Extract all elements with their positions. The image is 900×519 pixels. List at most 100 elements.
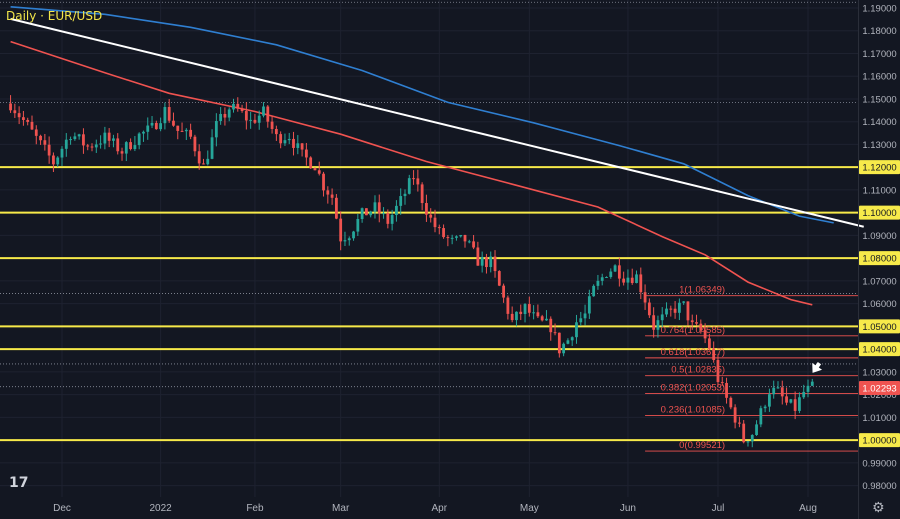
candle-body <box>467 241 471 243</box>
candle-body <box>159 123 163 130</box>
candle-body <box>665 308 668 315</box>
candle-body <box>587 296 591 314</box>
price-tick-label: 1.16000 <box>862 72 896 83</box>
fib-label: 0.764(1.04585) <box>661 325 725 336</box>
ma-fast-line <box>10 40 813 306</box>
candle-body <box>90 146 94 148</box>
candle-body <box>369 211 373 216</box>
candle-body <box>720 382 724 384</box>
candle-body <box>446 237 450 239</box>
candle-body <box>352 231 355 239</box>
candle-body <box>442 228 445 238</box>
fibonacci-retracement: 1(1.06349) 0.764(1.04585) 0.618(1.03617) 0.… <box>645 285 858 452</box>
candle-body <box>763 406 767 409</box>
candle-body <box>214 121 218 138</box>
time-tick-label: May <box>520 503 539 514</box>
price-axis-divider <box>858 0 859 519</box>
candle-body <box>146 125 150 132</box>
candle-body <box>129 142 132 150</box>
candle-body <box>643 292 647 303</box>
price-tick-label: 1.07000 <box>862 276 896 287</box>
candle-body <box>206 158 210 165</box>
candle-body <box>506 297 510 314</box>
candle-body <box>755 424 758 436</box>
candle-body <box>232 103 235 110</box>
candle-body <box>686 301 690 321</box>
candle-body <box>780 387 784 397</box>
candle-body <box>283 140 287 144</box>
candle-body <box>330 194 334 198</box>
candles <box>9 95 814 448</box>
candle-body <box>116 138 120 152</box>
candle-body <box>56 157 60 165</box>
candle-body <box>412 178 415 180</box>
candle-body <box>43 140 47 145</box>
candle-body <box>772 387 776 395</box>
candle-body <box>47 144 51 156</box>
candle-body <box>360 208 364 220</box>
candle-body <box>515 311 518 321</box>
price-tick-label: 1.17000 <box>862 49 896 60</box>
candle-body <box>545 318 548 321</box>
candle-body <box>347 238 351 241</box>
candle-body <box>150 122 154 126</box>
candle-body <box>768 394 771 407</box>
price-label-box <box>859 433 900 448</box>
price-tick-label: 1.06000 <box>862 299 896 310</box>
candle-body <box>309 157 313 169</box>
candle-body <box>287 138 291 141</box>
candle-body <box>493 256 497 272</box>
price-tick-label: 1.01000 <box>862 413 896 424</box>
candle-body <box>334 197 338 219</box>
candle-body <box>729 397 733 408</box>
candle-body <box>124 142 128 154</box>
candle-body <box>386 213 390 224</box>
fib-label: 1(1.06349) <box>679 285 725 296</box>
candle-body <box>575 322 578 338</box>
price-tick-label: 1.14000 <box>862 117 896 128</box>
candle-body <box>647 302 651 316</box>
candle-body <box>373 202 377 212</box>
tradingview-logo-icon[interactable]: 17 <box>9 475 29 491</box>
candle-body <box>510 313 514 321</box>
candle-body <box>570 337 574 341</box>
candle-body <box>613 265 617 272</box>
candle-body <box>785 396 788 403</box>
candle-body <box>172 120 175 126</box>
price-tick-label: 1.15000 <box>862 94 896 105</box>
candle-body <box>523 304 527 315</box>
candle-body <box>274 128 278 135</box>
candle-body <box>317 170 321 174</box>
candle-body <box>292 138 295 148</box>
gear-icon[interactable]: ⚙ <box>872 500 885 516</box>
candle-body <box>626 277 630 283</box>
candle-body <box>407 178 411 194</box>
price-axis[interactable]: 1.19000 1.18000 1.17000 1.16000 1.15000 1.140… <box>859 3 900 492</box>
candle-body <box>810 381 814 386</box>
fib-label: 0.5(1.02835) <box>671 365 725 376</box>
candle-body <box>326 190 330 195</box>
candle-body <box>77 134 81 137</box>
candle-body <box>583 313 587 319</box>
candle-body <box>592 285 596 297</box>
candle-body <box>253 119 257 123</box>
candle-body <box>540 316 544 321</box>
candle-body <box>163 107 167 124</box>
candle-body <box>557 332 561 354</box>
candle-body <box>617 265 621 279</box>
time-tick-label: Aug <box>799 503 817 514</box>
time-axis[interactable]: Dec 2022 Feb Mar Apr May Jun Jul Aug <box>53 503 817 514</box>
candle-body <box>656 320 660 330</box>
candle-body <box>189 129 193 137</box>
candle-body <box>450 237 454 239</box>
candle-body <box>553 332 557 334</box>
time-tick-label: Apr <box>432 503 448 514</box>
price-label-box <box>859 251 900 266</box>
candle-body <box>296 143 300 148</box>
candle-body <box>82 134 85 146</box>
candle-body <box>489 256 493 268</box>
price-tick-label: 1.19000 <box>862 3 896 14</box>
candle-body <box>802 391 806 398</box>
time-tick-label: 2022 <box>149 503 172 514</box>
